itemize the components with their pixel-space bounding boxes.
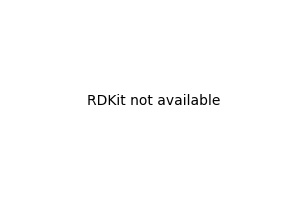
Text: RDKit not available: RDKit not available [87, 94, 220, 108]
